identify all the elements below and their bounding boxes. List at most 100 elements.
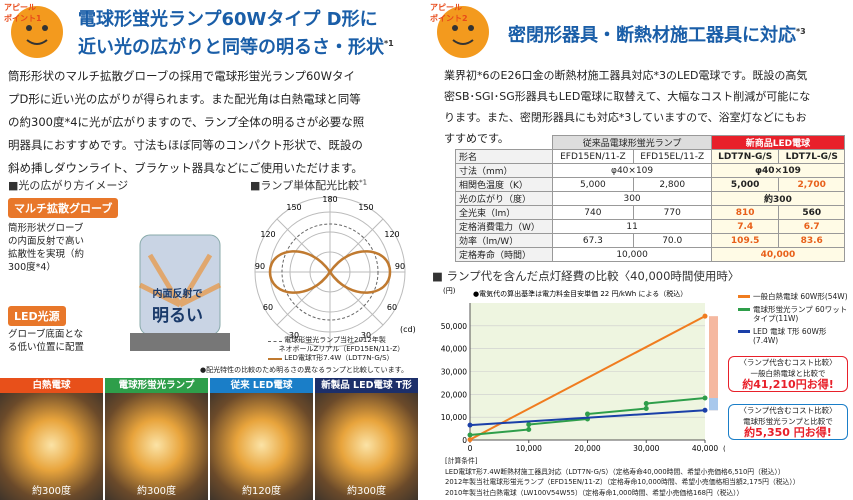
x-tick-label: 10,000 — [516, 444, 542, 453]
text: プD形に近い光の広がりが得られます。また配光角は白熱電球と同等 — [8, 92, 361, 106]
cell: 11 — [552, 219, 712, 234]
section-title: ■光の広がり方イメージ — [8, 179, 129, 192]
text: 筒形形状グローブ — [8, 223, 84, 234]
title-line: 密閉形器具・断熱材施工器具に対応 — [508, 25, 796, 46]
x-tick-label: 20,000 — [574, 444, 600, 453]
section-title: ■ランプ単体配光比較*1 — [250, 177, 367, 193]
panel: 白熱電球 約300度 — [0, 378, 103, 500]
cell: 形名 — [454, 149, 554, 164]
y-tick-label: 30,000 — [441, 368, 467, 377]
angle-label: 60 — [263, 303, 273, 312]
paragraph: 業界初*6のE26口金の断熱材施工器具対応*3のLED電球です。既設の高気 密SB… — [444, 65, 810, 149]
text: 斜め挿しダウンライト、ブラケット器具などにご使用いただけます。 — [8, 161, 363, 175]
cell: 109.5 — [710, 233, 780, 248]
text: 〈ランプ代含むコスト比較〉 — [739, 406, 837, 415]
spec-table: 従来品電球形蛍光ランプ 新商品LED電球 形名 EFD15EN/11-Z EFD15E… — [454, 135, 846, 262]
title: 電球形蛍光ランプ60Wタイプ D形に 近い光の広がりと同等の明るさ・形状*1 — [78, 8, 394, 60]
point — [467, 422, 473, 428]
text: 内面反射で — [152, 289, 203, 300]
badge-icon — [437, 6, 489, 58]
x-axis-label: (時間) — [723, 445, 725, 453]
cell: 10,000 — [552, 247, 712, 262]
legend-text: 一般白熱電球 60W形(54W) — [753, 292, 848, 301]
cell: 300 — [552, 191, 712, 206]
panel-title: 新製品 LED電球 T形 — [315, 378, 418, 393]
title-line: 電球形蛍光ランプ60Wタイプ D形に — [78, 9, 378, 30]
text-block: グローブ底面とな る低い位置に配置 — [8, 328, 84, 354]
cell: 7.4 — [710, 219, 780, 234]
legend-text: 電球形蛍光ランプ 60ワットタイプ(11W) — [753, 305, 848, 323]
text: 拡散性を実現（約 — [8, 249, 85, 260]
legend-text: LED電球T形7.4W（LDT7N-G/S） — [284, 354, 394, 362]
cell: 光の広がり（度） — [454, 191, 554, 206]
text: すすめです。 — [444, 132, 509, 145]
cell: 560 — [778, 205, 845, 220]
cell: 全光束（lm） — [454, 205, 554, 220]
angle-label: 150 — [358, 203, 373, 212]
line — [469, 409, 706, 427]
text: 2010年製当社白熱電球（LW100V54W55）（定格寿命1,000時間、希望… — [445, 488, 744, 497]
text: ■ランプ単体配光比較 — [250, 179, 360, 192]
note-mark: *3 — [796, 27, 806, 36]
legend-text: ネオボールZリアル（EFD15EN/11-Z） — [278, 345, 405, 353]
cell: 6.7 — [778, 219, 845, 234]
badge-text: アピール — [4, 3, 36, 12]
line — [469, 315, 706, 441]
legend-item: 電球形蛍光ランプ 60ワットタイプ(11W) — [738, 305, 850, 323]
angle-label: 120 — [260, 230, 275, 239]
cell: φ40×109 — [552, 163, 712, 178]
text: 密SB･SGI･SG形器具もLED電球に取替えて、大幅なコスト削減が可能にな — [444, 90, 811, 103]
point — [702, 395, 708, 401]
lamp-illustration — [130, 234, 230, 351]
cell: 定格消費電力（W） — [454, 219, 554, 234]
cell: φ40×109 — [710, 163, 846, 178]
text: 筒形形状のマルチ拡散グローブの採用で電球形蛍光ランプ60Wタイ — [8, 69, 355, 83]
point — [702, 407, 708, 413]
angle-label: 90 — [395, 262, 405, 271]
badge-icon — [11, 6, 63, 58]
cell: 定格寿命（時間） — [454, 247, 554, 262]
callout: 〈ランプ代含むコスト比較〉 一般白熱電球と比較で 約41,210円お得! — [728, 356, 848, 392]
cell: 2,700 — [778, 177, 845, 192]
angle-label: 120 — [384, 230, 399, 239]
text: 業界初*6のE26口金の断熱材施工器具対応*3のLED電球です。既設の高気 — [444, 69, 808, 82]
difference-bar — [709, 316, 718, 411]
y-tick-label: 10,000 — [441, 413, 467, 422]
chart-note: ●電気代の算出基準は電力料金目安単価 22 円/kWh による（税込） — [473, 289, 687, 298]
text: 明るい — [152, 306, 203, 326]
amount: 約41,210円お得! — [742, 378, 834, 391]
title-line: 近い光の広がりと同等の明るさ・形状 — [78, 37, 384, 58]
polar-legend: 電球形蛍光ランプ当社2012年製 ネオボールZリアル（EFD15EN/11-Z）… — [268, 336, 404, 363]
text: LED電球T形7.4W断熱材施工器具対応（LDT7N-G/S）（定格寿命40,0… — [445, 467, 785, 476]
panel: 従来 LED電球 約120度 — [210, 378, 313, 500]
cost-chart: (円) ●電気代の算出基準は電力料金目安単価 22 円/kWh による（税込） 0 1… — [441, 287, 725, 453]
text: ります。また、密閉形器具にも対応*3していますので、浴室灯などにもお — [444, 111, 807, 124]
legend-text: 電球形蛍光ランプ当社2012年製 — [284, 336, 386, 344]
badge: アピール ポイント2 — [430, 2, 468, 24]
text: 300度*4） — [8, 262, 56, 273]
legend-swatch — [268, 341, 282, 342]
group-header: 従来品電球形蛍光ランプ — [552, 135, 712, 150]
cell: 770 — [632, 205, 712, 220]
y-tick-label: 20,000 — [441, 390, 467, 399]
cell: 5,000 — [552, 177, 634, 192]
x-tick-label: 40,000 — [692, 444, 718, 453]
legend-item: 一般白熱電球 60W形(54W) — [738, 292, 850, 301]
text: 〈ランプ代含むコスト比較〉 — [739, 358, 837, 367]
point — [643, 406, 649, 412]
panel-caption: 約300度 — [136, 486, 177, 497]
badge-text: ポイント1 — [4, 14, 42, 23]
cell: 効率（lm/W） — [454, 233, 554, 248]
legend-swatch — [738, 308, 750, 311]
callout: 〈ランプ代含むコスト比較〉 電球形蛍光ランプと比較で 約5,350 円お得! — [728, 404, 848, 440]
cell: 5,000 — [710, 177, 780, 192]
cell: 約300 — [710, 191, 846, 206]
conditions: [計算条件] LED電球T形7.4W断熱材施工器具対応（LDT7N-G/S）（定格… — [445, 456, 800, 498]
legend-item: LED 電球 T形 60W形(7.4W) — [738, 327, 850, 345]
legend-swatch — [268, 358, 282, 360]
legend-text: LED 電球 T形 60W形(7.4W) — [753, 327, 827, 345]
y-tick-label: 40,000 — [441, 345, 467, 354]
point — [526, 422, 532, 428]
panel-title: 電球形蛍光ランプ — [105, 378, 208, 393]
panel: 新製品 LED電球 T形 約300度 — [315, 378, 418, 500]
